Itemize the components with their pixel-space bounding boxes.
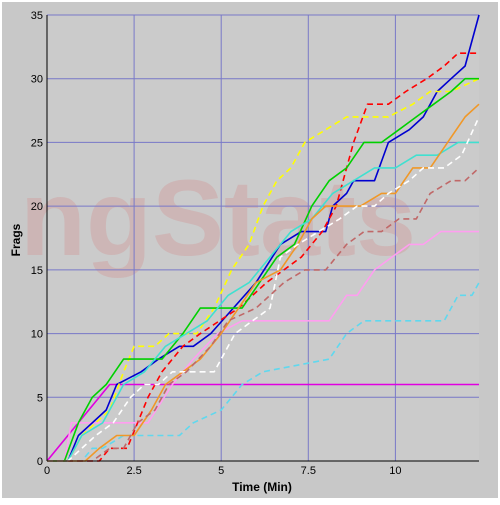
- series-line-9: [47, 103, 480, 462]
- series-line-10: [47, 116, 480, 462]
- series-line-4: [47, 14, 480, 462]
- y-tick-label: 15: [31, 265, 43, 277]
- y-tick-label: 25: [31, 137, 43, 149]
- y-tick-label: 20: [31, 201, 43, 213]
- y-axis-label: Frags: [9, 223, 23, 256]
- tick-labels: 0 2.5 5 7.5 10 0 5 10 15 20 25 30 35: [31, 10, 402, 477]
- watermark: ngStats: [20, 157, 416, 278]
- x-axis-label: Time (Min): [232, 480, 292, 494]
- series-lines: [46, 14, 480, 462]
- x-tick-label: 0: [44, 465, 50, 477]
- series-line-5: [47, 52, 479, 462]
- y-tick-label: 0: [37, 456, 43, 468]
- x-tick-label: 2.5: [126, 465, 141, 477]
- grid-lines: [47, 14, 479, 461]
- x-tick-label: 10: [389, 465, 401, 477]
- y-tick-label: 35: [31, 10, 43, 22]
- y-tick-label: 10: [31, 329, 43, 341]
- series-line-11: [47, 167, 480, 462]
- series-line-6: [47, 77, 480, 462]
- series-line-8: [47, 141, 479, 462]
- x-tick-label: 5: [218, 465, 224, 477]
- series-line-1: [46, 383, 479, 462]
- axes: [46, 15, 479, 462]
- y-tick-label: 5: [37, 392, 43, 404]
- x-tick-label: 7.5: [301, 465, 316, 477]
- series-line-2: [47, 282, 480, 462]
- series-line-7: [47, 77, 479, 462]
- y-tick-label: 30: [31, 74, 43, 86]
